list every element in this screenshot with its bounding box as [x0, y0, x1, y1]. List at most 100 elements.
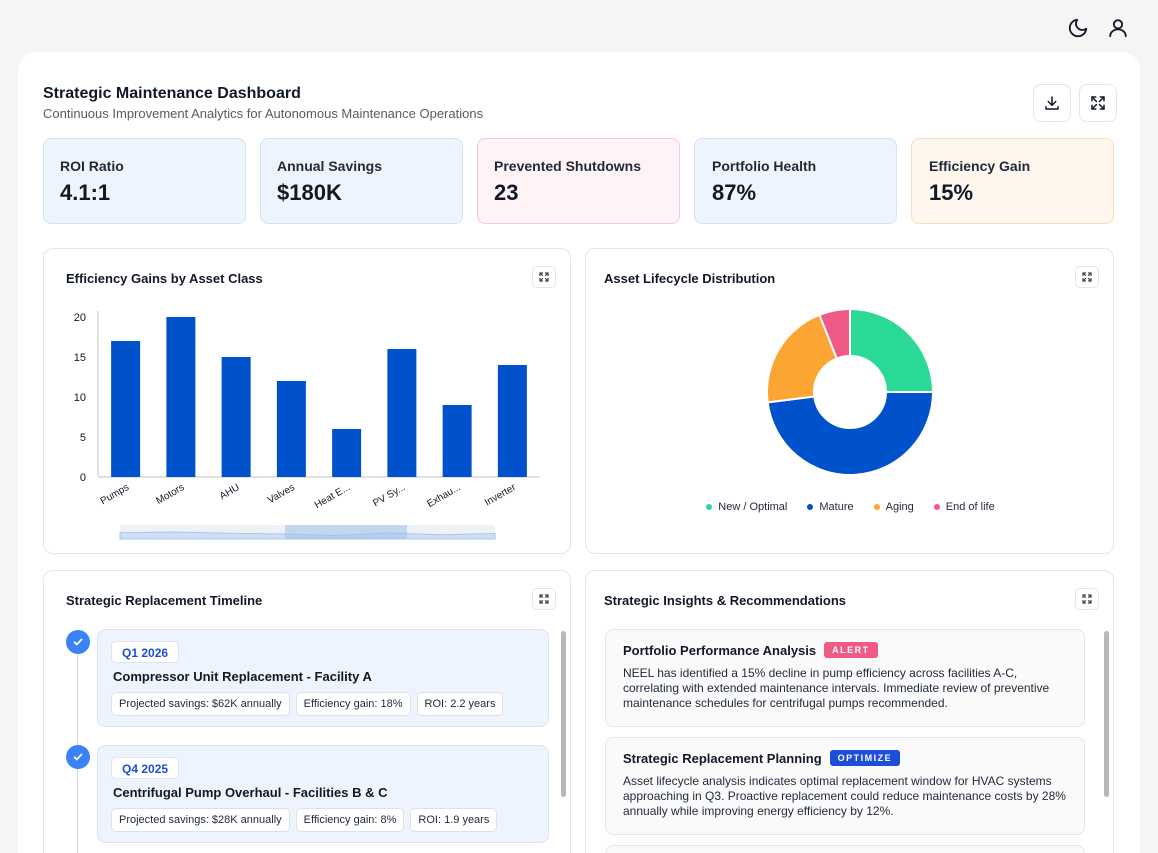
slice-aging[interactable]	[766, 313, 839, 404]
donut-chart[interactable]	[586, 249, 1114, 489]
kpi-value: 23	[494, 180, 519, 205]
kpi-prevented-shutdowns: Prevented Shutdowns 23	[477, 138, 680, 224]
user-icon[interactable]	[1106, 16, 1130, 40]
legend-dot	[706, 504, 713, 510]
x-tick-label: Exhau...	[425, 482, 462, 510]
card-title: Efficiency Gains by Asset Class	[66, 271, 263, 286]
card-title: Strategic Insights & Recommendations	[604, 593, 846, 608]
timeline-item-title: Centrifugal Pump Overhaul - Facilities B…	[113, 785, 388, 800]
expand-icon	[1082, 594, 1092, 604]
efficiency-tag: Efficiency gain: 8%	[295, 808, 405, 832]
expand-icon	[539, 272, 549, 282]
x-tick-label: Valves	[266, 482, 297, 506]
kpi-value: $180K	[277, 180, 342, 205]
card-title: Strategic Replacement Timeline	[66, 593, 263, 608]
legend-item-mature[interactable]: Mature	[807, 501, 854, 513]
expand-chart-button[interactable]	[1075, 266, 1099, 288]
legend-item-new-optimal[interactable]: New / Optimal	[706, 501, 787, 513]
check-icon	[66, 745, 90, 769]
fullscreen-button[interactable]	[1079, 84, 1117, 122]
roi-tag: ROI: 1.9 years	[410, 808, 498, 832]
kpi-label: Annual Savings	[277, 158, 383, 174]
fullscreen-icon	[1091, 96, 1105, 110]
bar-motors[interactable]	[166, 317, 196, 477]
legend-dot	[933, 504, 940, 510]
alert-badge: ALERT	[824, 642, 878, 658]
kpi-efficiency-gain: Efficiency Gain 15%	[911, 138, 1114, 224]
insights-card: Strategic Insights & Recommendations Por…	[585, 570, 1114, 853]
insight-item[interactable]: Portfolio Performance Analysis ALERT NEE…	[605, 629, 1085, 727]
efficiency-chart-card: Efficiency Gains by Asset Class 0 5 10 15 20…	[43, 248, 571, 554]
roi-tag: ROI: 2.2 years	[416, 692, 504, 716]
timeline-item[interactable]: Q4 2025 Centrifugal Pump Overhaul - Faci…	[97, 745, 549, 843]
bar-chart[interactable]: 0 5 10 15 20 Pumps Motors AHU Valves Heat E... PV …	[44, 249, 571, 554]
insight-body: Asset lifecycle analysis indicates optim…	[623, 774, 1066, 818]
x-tick-label: Pumps	[99, 482, 131, 507]
y-tick-label: 10	[74, 392, 86, 404]
insight-body: NEEL has identified a 15% decline in pum…	[623, 666, 1050, 710]
legend-label: Aging	[885, 501, 914, 513]
kpi-label: Prevented Shutdowns	[494, 158, 642, 174]
y-tick-label: 5	[80, 432, 86, 444]
legend-dot	[807, 504, 814, 510]
optimize-badge: OPTIMIZE	[829, 750, 901, 766]
timeline-item[interactable]: Q1 2026 Compressor Unit Replacement - Fa…	[97, 629, 549, 727]
kpi-portfolio-health: Portfolio Health 87%	[694, 138, 897, 224]
bar-heat-e-[interactable]	[332, 429, 362, 477]
y-tick-label: 0	[80, 472, 86, 484]
bar-pumps[interactable]	[111, 341, 141, 477]
download-icon	[1045, 96, 1059, 110]
legend-item-end-of-life[interactable]: End of life	[933, 501, 995, 513]
expand-insights-button[interactable]	[1075, 588, 1099, 610]
y-tick-label: 15	[74, 352, 86, 364]
lifecycle-chart-card: Asset Lifecycle Distribution New / Optim…	[585, 248, 1114, 554]
bar-ahu[interactable]	[221, 357, 251, 477]
slice-mature[interactable]	[766, 391, 935, 476]
legend-dot	[873, 504, 880, 510]
kpi-label: Portfolio Health	[712, 158, 817, 174]
kpi-label: ROI Ratio	[60, 158, 124, 174]
insight-item[interactable]: Strategic Replacement Planning OPTIMIZE …	[605, 737, 1085, 835]
dashboard-subtitle: Continuous Improvement Analytics for Aut…	[43, 106, 484, 121]
kpi-value: 87%	[712, 180, 757, 205]
legend-label: End of life	[945, 501, 995, 513]
check-icon	[66, 630, 90, 654]
expand-chart-button[interactable]	[532, 266, 556, 288]
expand-icon	[539, 594, 549, 604]
x-tick-label: Motors	[154, 482, 186, 507]
slice-new-optimal[interactable]	[849, 307, 935, 393]
quarter-badge: Q1 2026	[111, 641, 180, 663]
kpi-label: Efficiency Gain	[929, 158, 1031, 174]
bar-inverter[interactable]	[497, 365, 527, 477]
legend-label: Mature	[819, 501, 854, 513]
insight-title: Portfolio Performance Analysis	[623, 642, 817, 658]
timeline-scrollbar[interactable]	[561, 631, 566, 797]
y-tick-label: 20	[74, 312, 86, 324]
x-tick-label: Heat E...	[313, 482, 352, 511]
replacement-timeline-card: Strategic Replacement Timeline Q1 2026 C…	[43, 570, 571, 853]
kpi-value: 4.1:1	[60, 180, 111, 205]
bar-exhau-[interactable]	[442, 405, 472, 477]
kpi-roi-ratio: ROI Ratio 4.1:1	[43, 138, 246, 224]
zoom-slider-window[interactable]	[285, 525, 407, 539]
legend-label: New / Optimal	[718, 501, 788, 513]
legend-item-aging[interactable]: Aging	[873, 501, 914, 513]
insights-scrollbar[interactable]	[1104, 631, 1109, 797]
chart-legend: New / Optimal Mature Aging End of life	[586, 501, 1113, 513]
x-tick-label: PV Sy...	[371, 482, 407, 509]
expand-timeline-button[interactable]	[532, 588, 556, 610]
kpi-annual-savings: Annual Savings $180K	[260, 138, 463, 224]
moon-icon[interactable]	[1066, 16, 1090, 40]
timeline-item-title: Compressor Unit Replacement - Facility A	[113, 669, 372, 684]
dashboard-panel: Strategic Maintenance Dashboard Continuo…	[18, 52, 1140, 853]
bar-pv-sy-[interactable]	[387, 349, 417, 477]
savings-tag: Projected savings: $28K annually	[111, 808, 290, 832]
savings-tag: Projected savings: $62K annually	[111, 692, 290, 716]
insight-item[interactable]	[605, 845, 1085, 853]
download-button[interactable]	[1033, 84, 1071, 122]
x-tick-label: Inverter	[483, 482, 518, 509]
slice-end-of-life[interactable]	[818, 307, 851, 360]
card-title: Asset Lifecycle Distribution	[604, 271, 776, 286]
bar-valves[interactable]	[276, 381, 306, 477]
efficiency-tag: Efficiency gain: 18%	[295, 692, 411, 716]
